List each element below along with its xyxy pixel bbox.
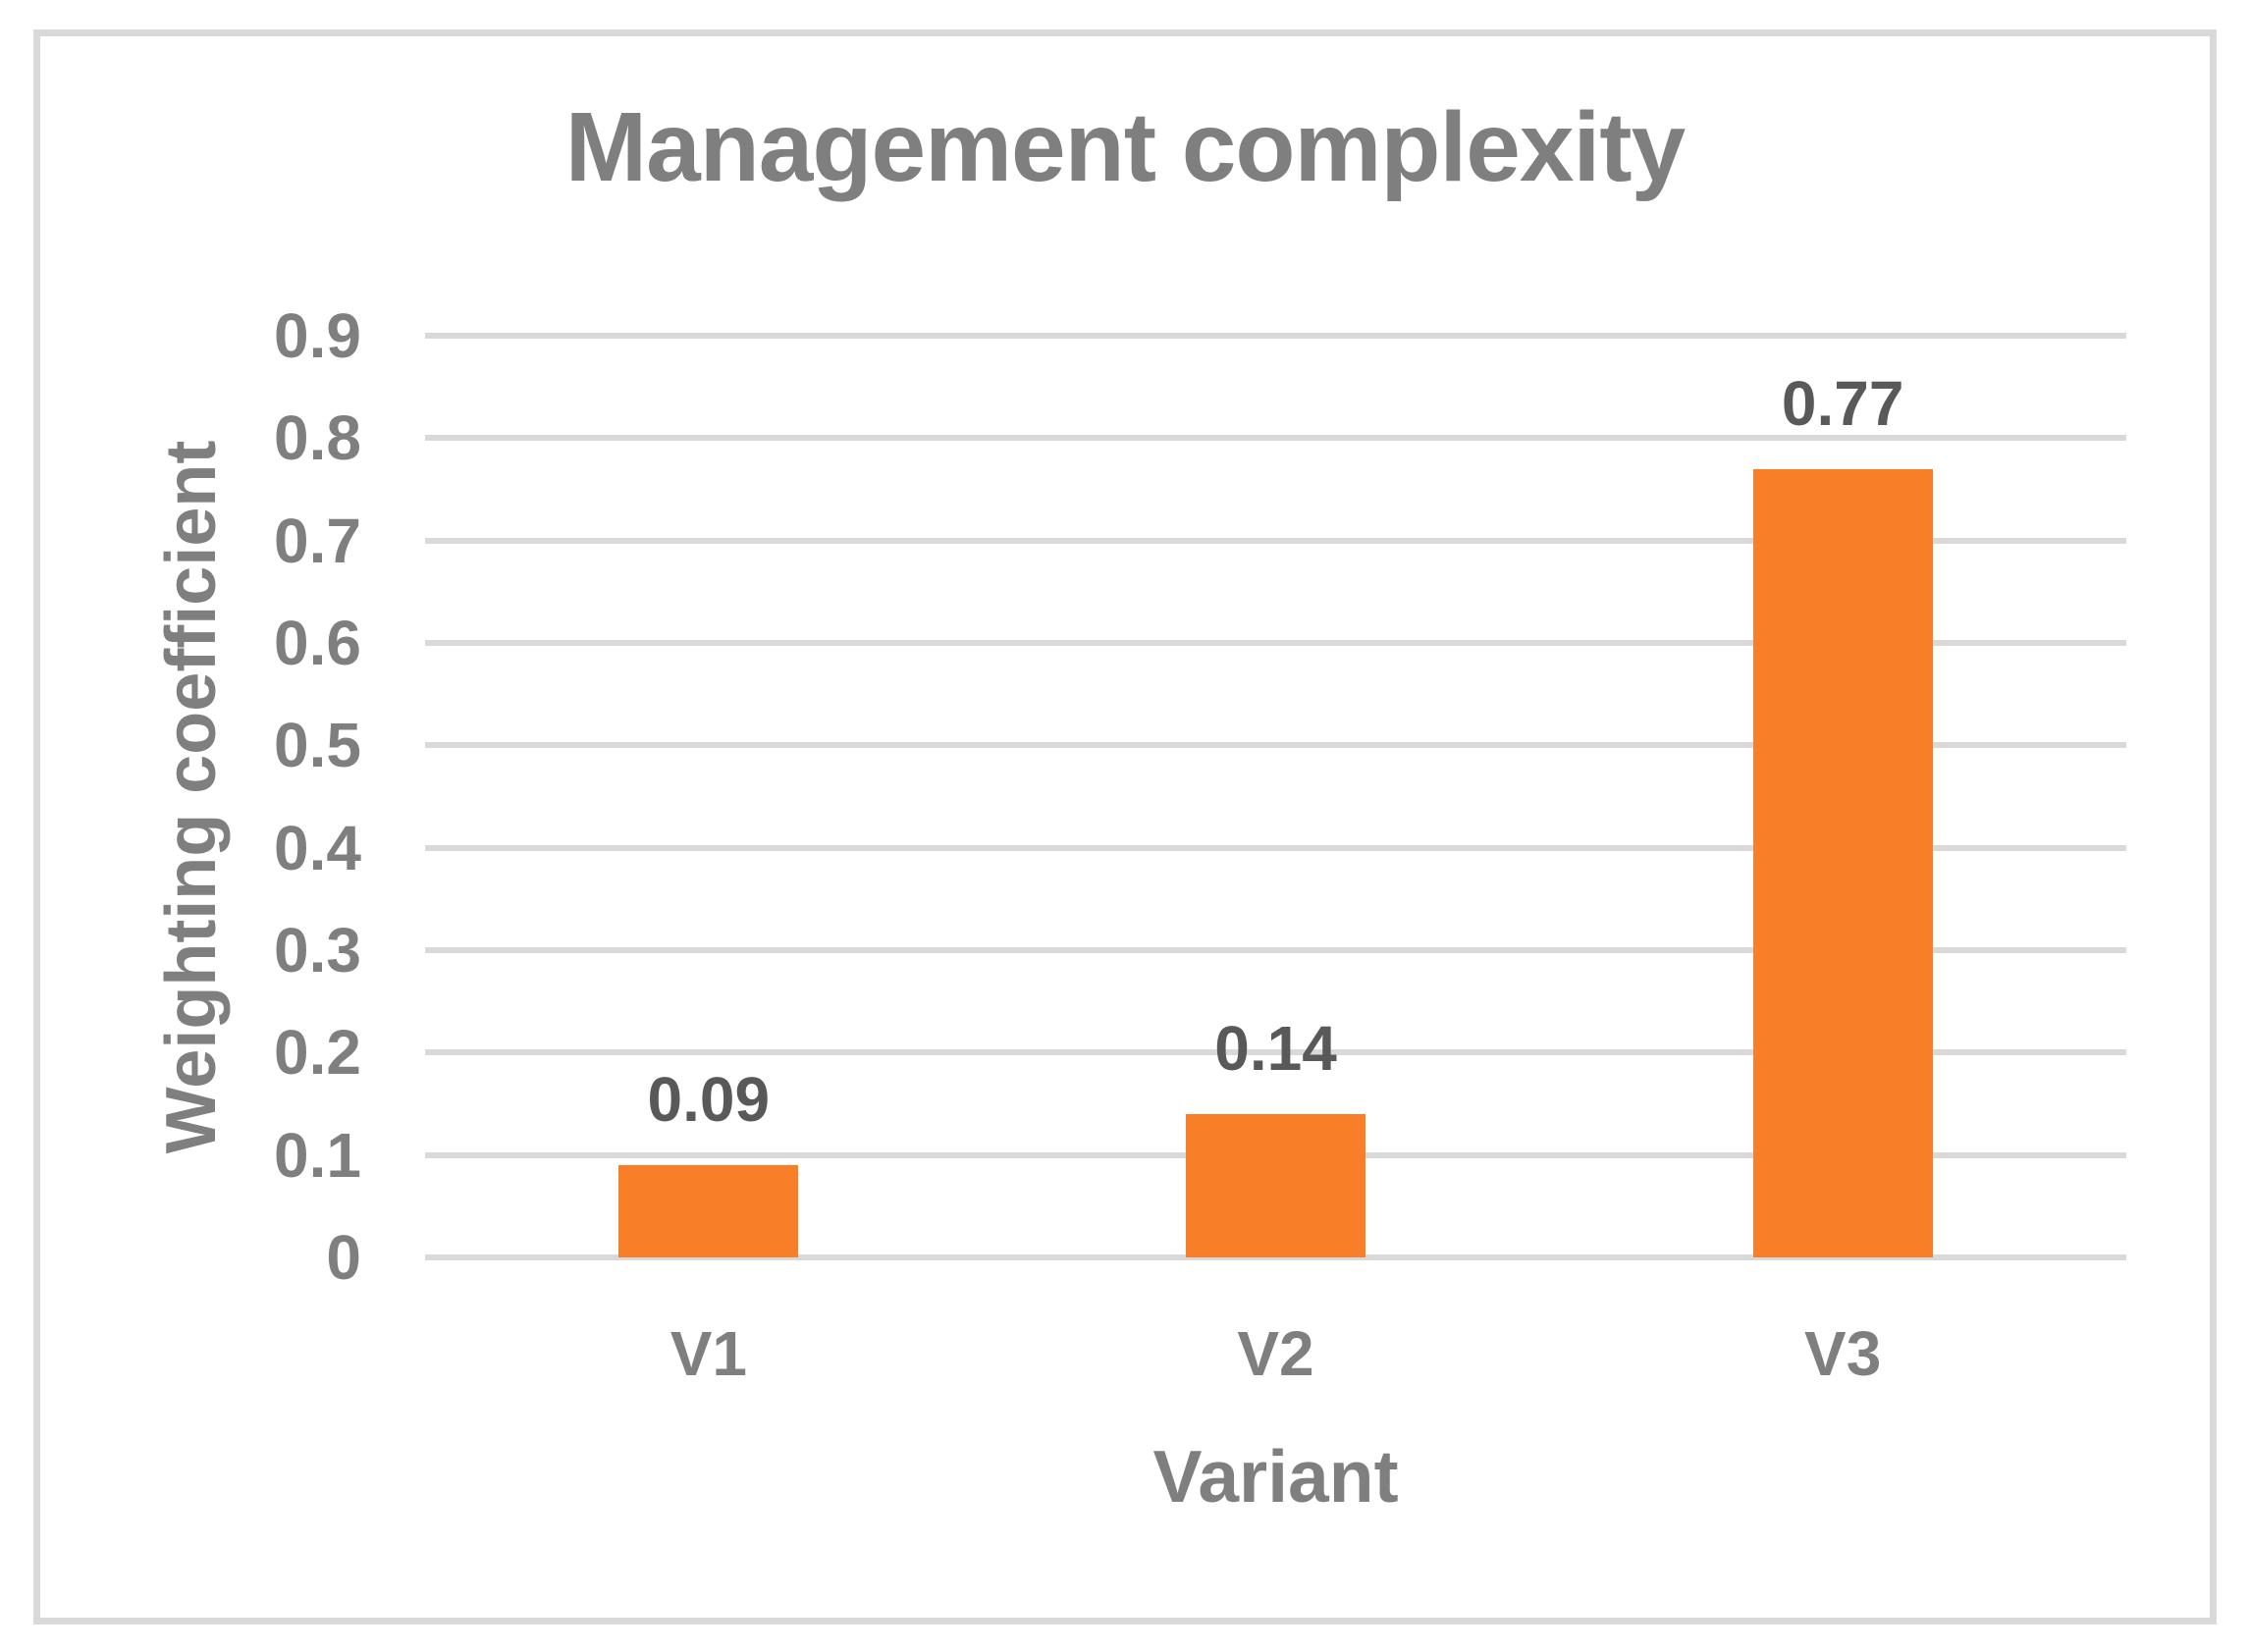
gridline [425, 844, 2126, 851]
gridline [425, 742, 2126, 749]
x-tick-label-v2: V2 [1237, 1318, 1314, 1389]
gridline [425, 640, 2126, 647]
x-tick-label-v1: V1 [669, 1318, 747, 1389]
y-tick-label: 0.7 [274, 505, 361, 576]
bar-v1 [618, 1165, 799, 1257]
gridline [425, 1049, 2126, 1056]
y-tick-label: 0.2 [274, 1017, 361, 1089]
gridline [425, 947, 2126, 953]
gridline [425, 537, 2126, 544]
y-tick-label: 0.3 [274, 915, 361, 986]
y-tick-label: 0.8 [274, 402, 361, 474]
data-label-v1: 0.09 [647, 1064, 771, 1136]
chart-title: Management complexity [564, 92, 1686, 202]
data-label-v3: 0.77 [1781, 367, 1904, 439]
x-tick-label-v3: V3 [1804, 1318, 1882, 1389]
gridline [425, 435, 2126, 442]
y-tick-label: 0.4 [274, 812, 361, 883]
bar-v2 [1186, 1113, 1365, 1257]
data-label-v2: 0.14 [1214, 1012, 1337, 1084]
bar-v3 [1752, 468, 1933, 1257]
gridline [425, 333, 2126, 340]
y-tick-label: 0 [326, 1222, 361, 1293]
y-tick-label: 0.5 [274, 710, 361, 781]
x-axis-title: Variant [1152, 1435, 1399, 1518]
gridline [425, 1254, 2126, 1260]
y-tick-label: 0.6 [274, 608, 361, 679]
y-tick-label: 0.1 [274, 1119, 361, 1191]
y-tick-label: 0.9 [274, 300, 361, 372]
